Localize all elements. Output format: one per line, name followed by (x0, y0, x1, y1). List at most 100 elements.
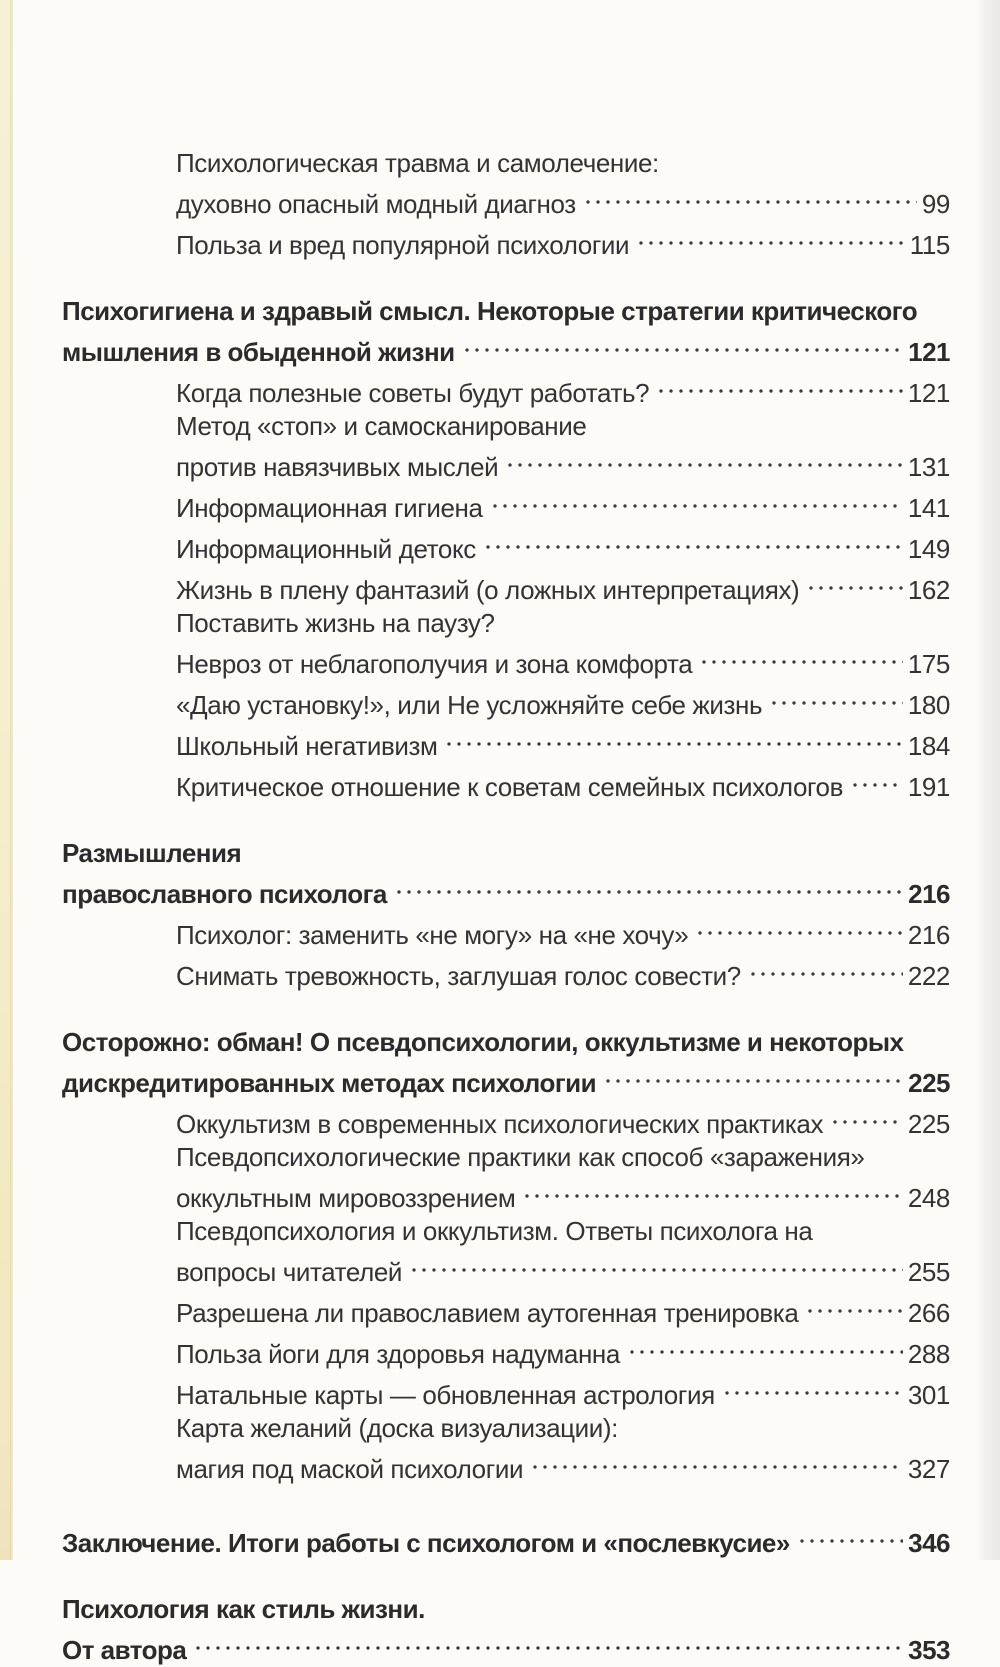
page-number: 346 (908, 1528, 950, 1558)
toc-entry-text: Заключение. Итоги работы с психологом и … (62, 1528, 790, 1558)
dot-leader (699, 640, 903, 673)
toc-header-line: Заключение. Итоги работы с психологом и … (62, 1519, 950, 1560)
toc-entry-text: Натальные карты — обновленная астрология (176, 1380, 715, 1410)
toc-section: Психология как стиль жизни. От автора 353 (62, 1593, 950, 1667)
toc-item-line: Польза йоги для здоровья надуманна 288 (62, 1330, 950, 1371)
dot-leader (522, 1174, 903, 1207)
toc-entry-text: вопросы читателей (176, 1257, 403, 1287)
toc-entry-text: Когда полезные советы будут работать? (176, 378, 650, 408)
toc-item-line: Школьный негативизм 184 (62, 722, 950, 763)
toc-entry-text: оккультным мировоззрением (176, 1183, 516, 1213)
page-number: 225 (908, 1068, 950, 1098)
toc-entry-text: Информационный детокс (176, 534, 476, 564)
dot-leader (636, 221, 905, 254)
toc-header-line: православного психолога 216 (62, 870, 950, 911)
toc-item-line: магия под маской психологии 327 (62, 1445, 950, 1486)
toc-item-line: Псевдопсихологические практики как спосо… (62, 1141, 950, 1174)
toc-entry-text: Психогигиена и здравый смысл. Некоторые … (62, 296, 918, 326)
page-number: 301 (907, 1380, 951, 1410)
toc-item-line: Невроз от неблагополучия и зона комфорта… (62, 640, 950, 681)
dot-leader (530, 1445, 903, 1478)
dot-leader (626, 1330, 903, 1363)
toc-item-line: Поставить жизнь на паузу? (62, 607, 950, 640)
toc-item-line: Натальные карты — обновленная астрология… (62, 1371, 950, 1412)
toc-item-line: вопросы читателей 255 (62, 1248, 950, 1289)
toc-section: Заключение. Итоги работы с психологом и … (62, 1519, 950, 1560)
toc-section: Психологическая травма и самолечение: дух… (62, 147, 950, 262)
toc-item-line: Психолог: заменить «не могу» на «не хочу… (62, 911, 950, 952)
page-number: 121 (908, 337, 950, 367)
page-number: 353 (908, 1635, 950, 1665)
toc-header-line: дискредитированных методах психологии 225 (62, 1059, 950, 1100)
page-right-paper-edge (976, 0, 1000, 1560)
dot-leader (656, 369, 903, 402)
toc-entry-text: Невроз от неблагополучия и зона комфорта (176, 649, 693, 679)
dot-leader (603, 1059, 904, 1092)
dot-leader (830, 1100, 903, 1133)
toc-item-line: Психологическая травма и самолечение: (62, 147, 950, 180)
page-number: 149 (907, 534, 951, 564)
page-number: 131 (907, 452, 951, 482)
toc-item-line: духовно опасный модный диагноз 99 (62, 180, 950, 221)
toc-item-line: «Даю установку!», или Не усложняйте себе… (62, 681, 950, 722)
page-number: 327 (907, 1454, 951, 1484)
dot-leader (482, 525, 903, 558)
toc-entry-text: Карта желаний (доска визуализации): (176, 1413, 618, 1443)
page-number: 191 (907, 772, 951, 802)
toc-section: Размышления православного психолога 216 Пси… (62, 837, 950, 993)
toc-section: Осторожно: обман! О псевдопсихологии, ок… (62, 1026, 950, 1486)
toc-item-line: оккультным мировоззрением 248 (62, 1174, 950, 1215)
dot-leader (850, 763, 903, 796)
page-number: 115 (909, 230, 951, 260)
page-number: 266 (907, 1298, 951, 1328)
page-number: 121 (907, 378, 951, 408)
toc-entry-text: Критическое отношение к советам семейных… (176, 772, 844, 802)
dot-leader (505, 443, 903, 476)
toc-entry-text: Польза йоги для здоровья надуманна (176, 1339, 620, 1369)
toc-entry-text: Психология как стиль жизни. (62, 1594, 425, 1624)
toc-header-line: мышления в обыденной жизни 121 (62, 328, 950, 369)
toc-entry-text: Метод «стоп» и самосканирование (176, 411, 587, 441)
toc-entry-text: Школьный негативизм (176, 731, 438, 761)
toc-item-line: Разрешена ли православием аутогенная тре… (62, 1289, 950, 1330)
page-number: 288 (907, 1339, 951, 1369)
toc-header-line: Размышления (62, 837, 950, 870)
toc-item-line: Карта желаний (доска визуализации): (62, 1412, 950, 1445)
dot-leader (444, 722, 903, 755)
toc-entry-text: Размышления (62, 838, 242, 868)
dot-leader (695, 911, 903, 944)
toc-entry-text: Оккультизм в современных психологических… (176, 1109, 824, 1139)
page-number: 141 (907, 493, 951, 523)
toc-header-line: Осторожно: обман! О псевдопсихологии, ок… (62, 1026, 950, 1059)
toc-entry-text: Псевдопсихология и оккультизм. Ответы пс… (176, 1216, 813, 1246)
toc-item-line: Польза и вред популярной психологии 115 (62, 221, 950, 262)
dot-leader (747, 952, 903, 985)
toc-entry-text: Польза и вред популярной психологии (176, 230, 630, 260)
toc-item-line: Псевдопсихология и оккультизм. Ответы пс… (62, 1215, 950, 1248)
toc-entry-text: Жизнь в плену фантазий (о ложных интерпр… (176, 575, 800, 605)
toc-entry-text: духовно опасный модный диагноз (176, 189, 576, 219)
toc-entry-text: Психологическая травма и самолечение: (176, 148, 659, 178)
toc-entry-text: Разрешена ли православием аутогенная тре… (176, 1298, 799, 1328)
toc-entry-text: Снимать тревожность, заглушая голос сове… (176, 961, 741, 991)
toc-header-line: Психогигиена и здравый смысл. Некоторые … (62, 295, 950, 328)
page-number: 216 (907, 920, 951, 950)
page-number: 248 (907, 1183, 951, 1213)
toc-header-line: Психология как стиль жизни. (62, 1593, 950, 1626)
dot-leader (409, 1248, 903, 1281)
toc-item-line: Оккультизм в современных психологических… (62, 1100, 950, 1141)
toc-item-line: Критическое отношение к советам семейных… (62, 763, 950, 804)
toc-item-line: Когда полезные советы будут работать? 121 (62, 369, 950, 410)
toc-entry-text: От автора (62, 1635, 187, 1665)
dot-leader (461, 328, 904, 361)
page-number: 216 (908, 879, 950, 909)
toc-entry-text: дискредитированных методах психологии (62, 1068, 597, 1098)
dot-leader (489, 484, 903, 517)
toc-entry-text: Осторожно: обман! О псевдопсихологии, ок… (62, 1027, 904, 1057)
dot-leader (582, 180, 917, 213)
dot-leader (721, 1371, 903, 1404)
toc-entry-text: мышления в обыденной жизни (62, 337, 455, 367)
toc-entry-text: «Даю установку!», или Не усложняйте себе… (176, 690, 763, 720)
toc-item-line: Информационная гигиена 141 (62, 484, 950, 525)
page-left-paper-edge (0, 0, 13, 1560)
